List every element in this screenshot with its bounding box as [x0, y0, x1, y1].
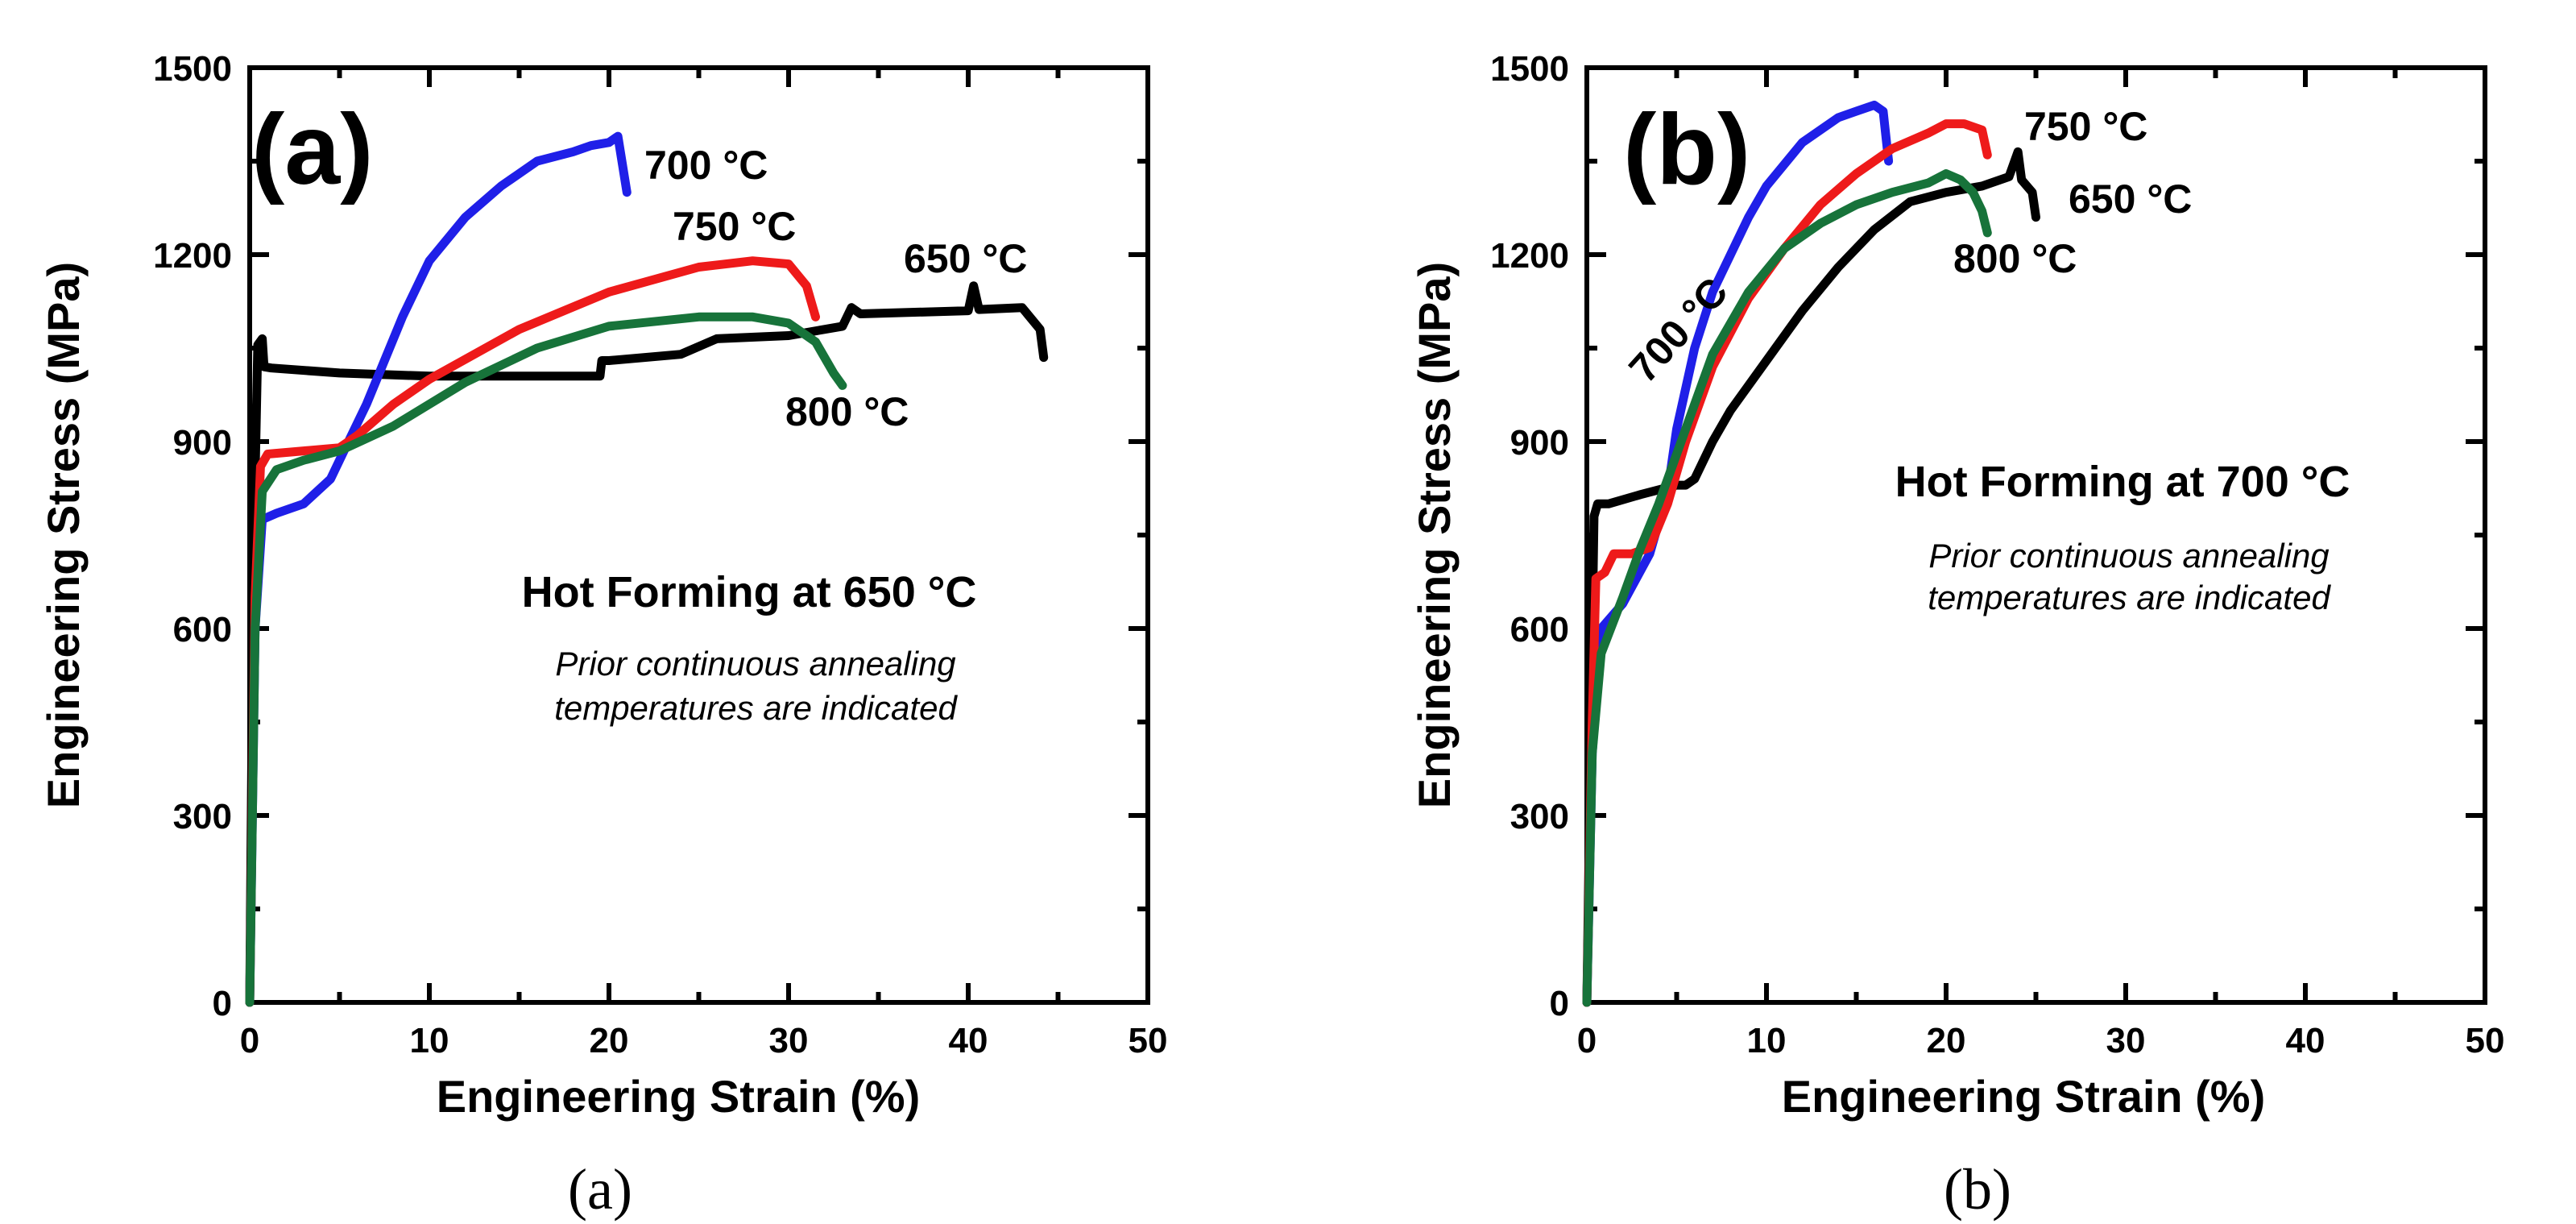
series-label-650: 650 °C: [2069, 176, 2192, 222]
tick-labels: 0 10 20 30 40 50 0 300 600 900 1200 1500: [153, 49, 1167, 1060]
y-tick-label: 0: [213, 984, 232, 1023]
panel-letter-label: (a): [251, 94, 374, 205]
series-line-750c: [245, 256, 820, 1007]
series-label-750: 750 °C: [2024, 104, 2147, 149]
x-tick-label: 20: [1927, 1021, 1966, 1060]
annotation-title: Hot Forming at 700 °C: [1895, 458, 2350, 506]
annotation-line-2: temperatures are indicated: [554, 689, 958, 727]
y-axis-title: Engineering Stress (MPa): [38, 262, 89, 808]
y-tick-label: 1500: [1490, 49, 1569, 89]
series-label-650: 650 °C: [904, 236, 1027, 281]
series-lines: [245, 131, 1049, 1007]
x-tick-label: 30: [769, 1021, 809, 1060]
panel-caption: (a): [568, 1157, 632, 1222]
x-tick-label: 10: [1747, 1021, 1787, 1060]
chart-panel-a: 0 10 20 30 40 50 0 300 600 900 1200 1500 (a) 700 °C…: [38, 49, 1167, 1222]
y-tick-label: 1500: [153, 49, 232, 89]
y-tick-label: 900: [173, 423, 232, 463]
chart-panel-b: 0 10 20 30 40 50 0 300 600 900 1200 1500 (b) 700 °C…: [1409, 49, 2504, 1222]
x-tick-label: 40: [949, 1021, 988, 1060]
y-tick-label: 600: [1510, 610, 1569, 649]
annotation-line-1: Prior continuous annealing: [1928, 537, 2329, 575]
x-tick-label: 50: [2466, 1021, 2505, 1060]
series-label-800: 800 °C: [1953, 236, 2077, 281]
panel-letter-label: (b): [1623, 94, 1750, 205]
annotation-line-2: temperatures are indicated: [1928, 579, 2331, 616]
x-tick-label: 30: [2106, 1021, 2146, 1060]
series-line-650c: [245, 281, 1049, 1007]
series-label-700: 700 °C: [1621, 269, 1737, 391]
series-label-750: 750 °C: [673, 204, 796, 249]
y-tick-label: 900: [1510, 423, 1569, 463]
x-tick-label: 50: [1129, 1021, 1168, 1060]
x-tick-label: 40: [2286, 1021, 2325, 1060]
y-tick-label: 300: [1510, 797, 1569, 836]
series-line-800c: [1582, 169, 1992, 1007]
y-tick-label: 1200: [153, 236, 232, 276]
series-line-650c: [1582, 147, 2040, 1007]
series-line-800c: [245, 312, 847, 1007]
x-tick-label: 10: [410, 1021, 449, 1060]
x-tick-label: 0: [1577, 1021, 1597, 1060]
annotation-title: Hot Forming at 650 °C: [522, 568, 977, 616]
series-lines: [1582, 100, 2040, 1007]
panel-caption: (b): [1944, 1157, 2011, 1222]
x-axis-title: Engineering Strain (%): [1782, 1071, 2266, 1122]
y-tick-label: 600: [173, 610, 232, 649]
annotation-line-1: Prior continuous annealing: [555, 645, 955, 683]
y-tick-label: 0: [1550, 984, 1569, 1023]
y-tick-label: 300: [173, 797, 232, 836]
x-tick-label: 0: [240, 1021, 259, 1060]
series-line-700c: [245, 131, 632, 1007]
y-tick-label: 1200: [1490, 236, 1569, 276]
tick-labels: 0 10 20 30 40 50 0 300 600 900 1200 1500: [1490, 49, 2504, 1060]
y-axis-title: Engineering Stress (MPa): [1409, 262, 1460, 808]
series-line-750c: [1582, 119, 1992, 1007]
x-axis-title: Engineering Strain (%): [437, 1071, 921, 1122]
x-tick-label: 20: [590, 1021, 629, 1060]
series-label-700: 700 °C: [644, 143, 768, 188]
series-label-800: 800 °C: [785, 389, 909, 434]
